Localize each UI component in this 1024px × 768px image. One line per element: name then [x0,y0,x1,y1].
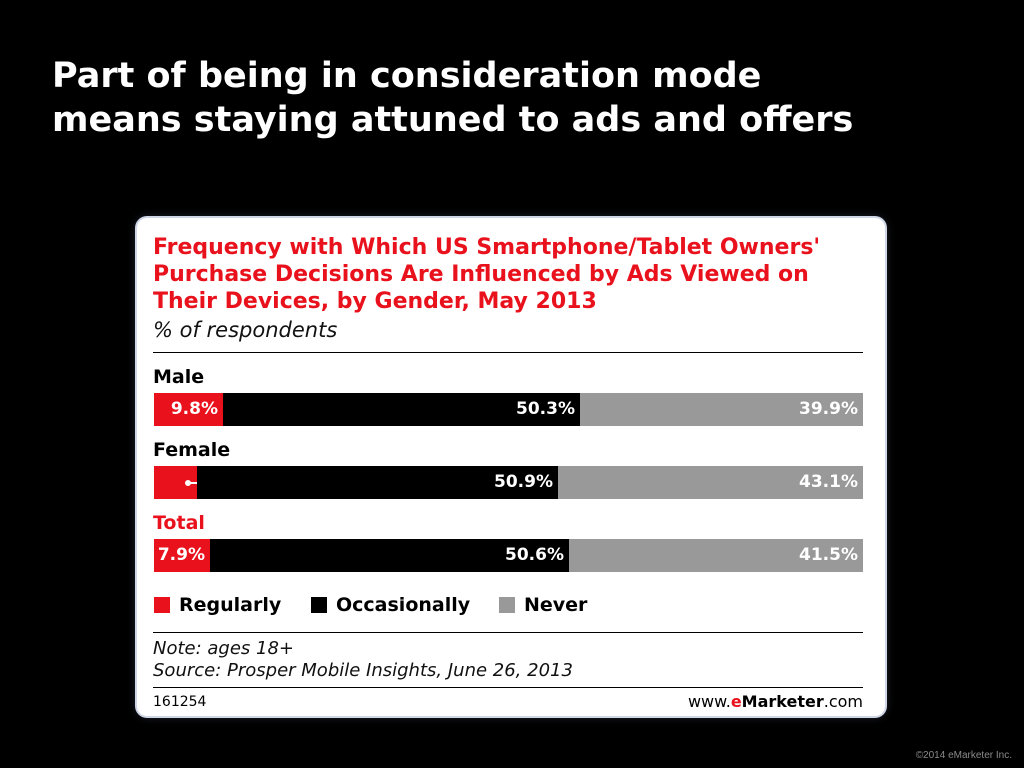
bar-row-female: 6.0%50.9%43.1% [154,466,863,499]
legend-label-never: Never [524,594,588,616]
category-label-total: Total [153,512,205,534]
site-brand-e: e [730,692,742,711]
site-prefix: www. [687,692,731,711]
chart-note: Note: ages 18+ [153,638,295,659]
bar-row-male: 9.8% 50.3% 39.9% [154,393,863,426]
bar-male-occasionally [223,393,580,426]
chart-title-line-2: Purchase Decisions Are Influenced by Ads… [153,262,809,287]
data-label-female-never: 43.1% [799,472,858,492]
legend-item-occasionally: Occasionally [311,594,470,616]
legend-swatch-regularly [154,597,170,613]
bar-male-regularly [154,393,223,426]
legend-label-regularly: Regularly [179,594,282,616]
chart-card: Frequency with Which US Smartphone/Table… [137,218,885,716]
callout-dot-female [185,480,191,486]
bar-total-occasionally [210,539,569,572]
slide-title-line-1: Part of being in consideration mode [52,56,762,96]
site-url: www.eMarketer.com [688,692,863,711]
bar-total-regularly [154,539,210,572]
data-label-male-regularly: 9.8% [170,399,218,419]
chart-title: Frequency with Which US Smartphone/Table… [153,234,873,315]
site-suffix: .com [823,692,863,711]
legend-item-never: Never [499,594,587,616]
slide-title-line-2: means staying attuned to ads and offers [52,100,854,140]
site-brand: eMarketer [731,692,824,711]
chart-source: Source: Prosper Mobile Insights, June 26… [153,660,573,681]
legend-label-occasionally: Occasionally [336,594,471,616]
callout-line-female [187,482,201,484]
copyright: ©2014 eMarketer Inc. [915,750,1012,761]
site-brand-rest: Marketer [741,692,824,711]
data-label-total-never: 41.5% [799,545,858,565]
divider-top [153,352,863,353]
bar-male-never [580,393,863,426]
data-label-total-occasionally: 50.6% [505,545,564,565]
legend-swatch-occasionally [311,597,327,613]
chart-title-line-3: Their Devices, by Gender, May 2013 [153,289,597,314]
bar-total-never [569,539,863,572]
category-label-male: Male [153,366,205,388]
data-label-total-regularly: 7.9% [157,545,205,565]
legend-item-regularly: Regularly [154,594,281,616]
bar-row-total: 7.9% 50.6% 41.5% [154,539,863,572]
slide-title: Part of being in consideration mode mean… [52,54,992,142]
divider-notes [153,632,863,633]
data-label-male-never: 39.9% [799,399,858,419]
data-label-female-occasionally: 50.9% [494,472,553,492]
legend-swatch-never [499,597,515,613]
bar-female-never [558,466,863,499]
chart-title-line-1: Frequency with Which US Smartphone/Table… [153,235,821,260]
data-label-male-occasionally: 50.3% [516,399,575,419]
category-label-female: Female [153,439,231,461]
chart-id: 161254 [153,694,207,710]
bar-female-occasionally [197,466,558,499]
chart-subtitle: % of respondents [153,318,338,342]
divider-footer [153,687,863,688]
